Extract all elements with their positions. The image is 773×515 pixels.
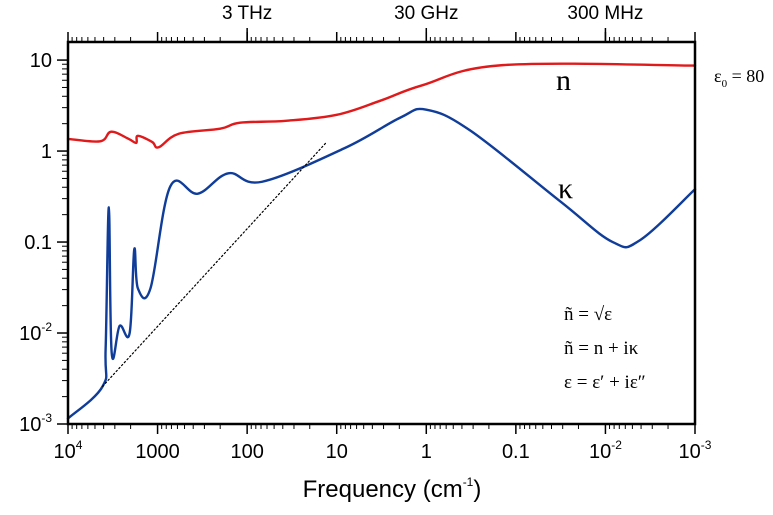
top-axis-label: 30 GHz — [394, 3, 458, 24]
x-tick-label: 100 — [230, 441, 263, 463]
y-tick-label: 10-3 — [19, 411, 52, 436]
y-tick-label: 0.1 — [24, 232, 52, 254]
axes: 104 1000 100 10 1 0.1 10-2 10-3 3 THz 30 GHz 300 M… — [19, 3, 712, 463]
equation-epsilon: ε = ε′ + iε″ — [564, 372, 646, 393]
x-tick-label: 10-2 — [589, 438, 622, 463]
x-tick-label: 10 — [326, 441, 348, 463]
equation-n-kappa: ñ = n + iκ — [564, 338, 639, 359]
x-tick-label: 104 — [54, 438, 83, 463]
x-tick-label: 1000 — [135, 441, 180, 463]
series-kappa-line — [66, 107, 697, 420]
x-tick-label: 10-3 — [679, 438, 712, 463]
epsilon0-annotation: ε0 = 80 — [714, 66, 764, 90]
top-axis-label: 3 THz — [222, 3, 272, 24]
x-tick-label: 1 — [421, 441, 432, 463]
series-label-kappa: κ — [558, 172, 573, 205]
x-axis-label: Frequency (cm-1) — [303, 475, 482, 503]
series-label-n: n — [556, 64, 571, 97]
series-n-line — [66, 62, 697, 149]
x-tick-label: 0.1 — [502, 441, 530, 463]
y-tick-label: 10-2 — [19, 320, 52, 345]
y-tick-label: 1 — [41, 141, 52, 163]
series-kappa-extrapolation — [102, 141, 328, 387]
equation-complex-index: ñ = √ε — [564, 304, 612, 325]
top-axis-label: 300 MHz — [567, 3, 643, 24]
y-tick-label: 10 — [30, 50, 52, 72]
plot-frame — [66, 40, 697, 426]
series-layer — [66, 62, 697, 420]
labels-layer: Frequency (cm-1) n κ ε0 = 80 ñ = √ε ñ = … — [303, 64, 765, 503]
